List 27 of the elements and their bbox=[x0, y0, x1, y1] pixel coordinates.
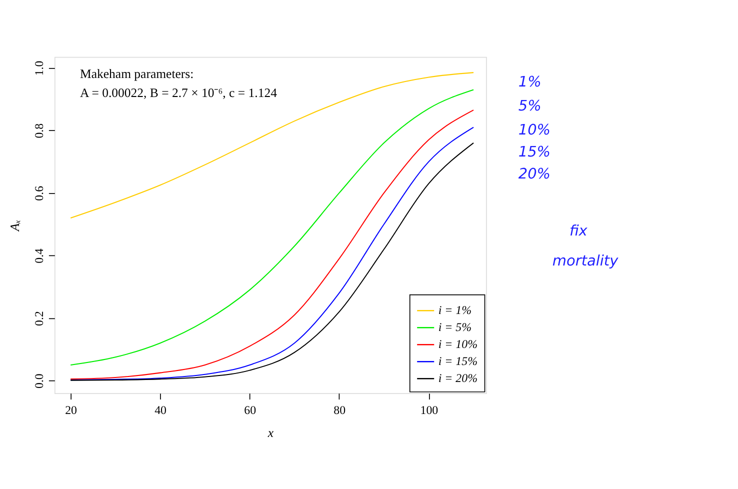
text: 1% bbox=[518, 74, 542, 91]
y-tick-label: 0.2 bbox=[32, 311, 46, 326]
text: 15% bbox=[518, 144, 551, 161]
legend-label: i = 20% bbox=[438, 371, 478, 386]
legend-label: i = 1% bbox=[438, 302, 472, 317]
x-tick-label: 60 bbox=[244, 403, 256, 417]
legend-label: i = 10% bbox=[438, 337, 478, 352]
y-tick-label: 0.0 bbox=[32, 374, 46, 389]
y-axis-title: Aₓ bbox=[8, 219, 22, 232]
y-tick-label: 0.6 bbox=[32, 186, 46, 201]
y-tick-label: 0.8 bbox=[32, 123, 46, 138]
x-tick-label: 20 bbox=[65, 403, 78, 417]
text: fix bbox=[569, 224, 588, 240]
legend-label: i = 5% bbox=[438, 320, 472, 334]
annotation: A = 0.00022, B = 2.7 × 10⁻⁶, c = 1.124 bbox=[80, 86, 278, 100]
text: 10% bbox=[518, 122, 551, 138]
x-tick-label: 100 bbox=[420, 403, 438, 417]
y-tick-label: 0.4 bbox=[32, 248, 46, 264]
x-tick-label: 40 bbox=[154, 403, 167, 417]
annotation: Makeham parameters: bbox=[80, 67, 194, 82]
text: mortality bbox=[552, 253, 619, 270]
legend-label: i = 15% bbox=[438, 354, 478, 368]
x-tick-label: 80 bbox=[334, 403, 346, 417]
y-tick-label: 1.0 bbox=[32, 60, 46, 76]
x-axis-title: x bbox=[266, 426, 274, 440]
text: 20% bbox=[518, 166, 551, 183]
text: 5% bbox=[518, 98, 542, 115]
